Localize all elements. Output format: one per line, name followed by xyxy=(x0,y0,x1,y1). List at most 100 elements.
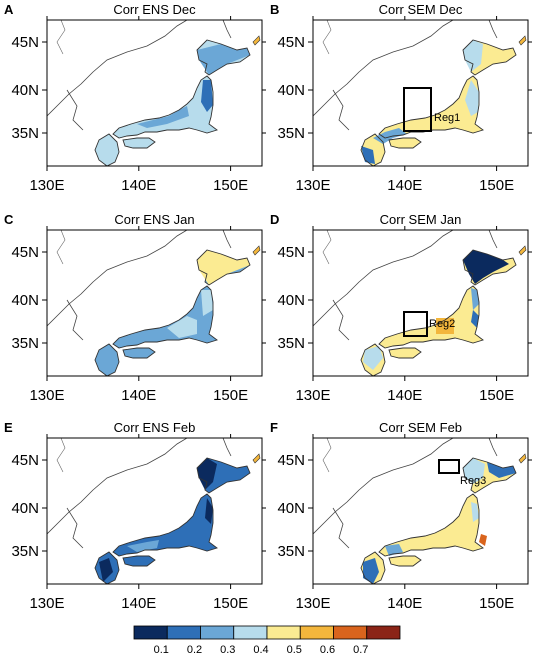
lat-tick-label: 35N xyxy=(277,125,305,142)
map-area xyxy=(42,434,266,589)
map-frame xyxy=(312,19,529,167)
lat-tick-label: 40N xyxy=(277,292,305,309)
correlation-patch xyxy=(99,558,113,582)
korea-coastline xyxy=(66,507,84,549)
correlation-patch xyxy=(363,558,379,584)
colorbar-swatch xyxy=(266,625,301,640)
lon-tick-label: 140E xyxy=(121,387,156,404)
lon-tick-label: 150E xyxy=(479,595,514,612)
lat-tick-label: 45N xyxy=(277,244,305,261)
sakhalin-coastline xyxy=(222,20,232,39)
mainland-coastline xyxy=(47,20,188,117)
lon-tick-label: 140E xyxy=(387,177,422,194)
panel-title: Corr ENS Jan xyxy=(114,212,194,227)
lat-tick-label: 45N xyxy=(277,452,305,469)
colorbar-label: 0.3 xyxy=(220,644,235,656)
panel-e: E Corr ENS Feb 130E 140E 150E 45N 40N 35N xyxy=(4,420,266,612)
border-line xyxy=(322,20,332,55)
island xyxy=(252,453,261,464)
panel-letter: E xyxy=(4,420,13,435)
colorbar-swatch xyxy=(299,625,334,640)
colorbar-swatch xyxy=(366,625,401,640)
colorbar-label: 0.2 xyxy=(187,644,202,656)
korea-coastline xyxy=(332,89,350,131)
mainland-coastline xyxy=(313,230,454,327)
correlation-patch xyxy=(201,290,213,316)
map-frame xyxy=(46,19,263,167)
island xyxy=(252,35,261,46)
colorbar-swatch xyxy=(333,625,368,640)
lat-tick-label: 35N xyxy=(277,543,305,560)
lon-tick-label: 130E xyxy=(29,387,64,404)
lat-tick-label: 35N xyxy=(11,543,39,560)
lat-tick-label: 35N xyxy=(11,125,39,142)
sakhalin-coastline xyxy=(488,438,498,457)
lon-tick-label: 150E xyxy=(213,387,248,404)
panel-letter: A xyxy=(4,2,14,17)
correlation-patch xyxy=(463,458,485,484)
correlation-patch xyxy=(363,346,383,370)
panel-title: Corr SEM Feb xyxy=(379,420,462,435)
lon-tick-label: 140E xyxy=(121,177,156,194)
lon-tick-label: 150E xyxy=(479,177,514,194)
lat-tick-label: 40N xyxy=(11,500,39,517)
map-area: Reg3 xyxy=(308,434,532,589)
correlation-patch xyxy=(197,250,250,285)
lon-tick-label: 130E xyxy=(295,387,330,404)
island xyxy=(252,245,261,256)
correlation-patch xyxy=(465,80,479,116)
lat-tick-label: 45N xyxy=(277,34,305,51)
panel-letter: B xyxy=(270,2,279,17)
correlation-patch xyxy=(205,498,213,524)
map-frame xyxy=(312,437,529,585)
panel-title: Corr ENS Feb xyxy=(114,420,196,435)
lat-tick-label: 45N xyxy=(11,452,39,469)
korea-coastline xyxy=(66,299,84,341)
correlation-patch xyxy=(127,540,159,552)
panel-a: A Corr ENS Dec 130E 140E 150E 45N 40N 35N xyxy=(4,2,266,194)
lon-tick-label: 140E xyxy=(387,387,422,404)
lat-tick-label: 40N xyxy=(277,82,305,99)
sakhalin-coastline xyxy=(222,438,232,457)
mainland-coastline xyxy=(47,438,188,535)
correlation-patch xyxy=(167,316,197,338)
panel-letter: D xyxy=(270,212,279,227)
correlation-patch xyxy=(471,502,479,522)
correlation-patch xyxy=(201,80,213,112)
lon-tick-label: 130E xyxy=(295,177,330,194)
border-line xyxy=(56,230,66,265)
correlation-patch xyxy=(137,106,189,128)
colorbar-swatch xyxy=(133,625,168,640)
island xyxy=(518,453,527,464)
panel-b: B Corr SEM Dec Reg1 130E 140E 150E 45N 40N 35N xyxy=(270,2,532,194)
region-label: Reg2 xyxy=(429,318,455,330)
lat-tick-label: 45N xyxy=(11,244,39,261)
panel-title: Corr SEM Jan xyxy=(380,212,462,227)
correlation-patch xyxy=(197,44,250,75)
lon-tick-label: 140E xyxy=(387,595,422,612)
mainland-coastline xyxy=(313,20,454,117)
map-frame xyxy=(46,229,263,377)
colorbar-swatch xyxy=(166,625,201,640)
region-label: Reg1 xyxy=(434,112,460,124)
colorbar-swatch xyxy=(200,625,235,640)
island xyxy=(518,245,527,256)
region-box xyxy=(438,459,460,474)
panel-title: Corr ENS Dec xyxy=(113,2,196,17)
island xyxy=(518,35,527,46)
border-line xyxy=(322,438,332,473)
correlation-patch xyxy=(487,462,516,478)
map-frame xyxy=(46,437,263,585)
correlation-patch xyxy=(463,40,483,72)
colorbar-label: 0.6 xyxy=(320,644,335,656)
panel-letter: C xyxy=(4,212,14,227)
lat-tick-label: 40N xyxy=(11,292,39,309)
lon-tick-label: 150E xyxy=(479,387,514,404)
panel-title: Corr SEM Dec xyxy=(379,2,463,17)
lon-tick-label: 150E xyxy=(213,595,248,612)
sakhalin-coastline xyxy=(222,230,232,249)
border-line xyxy=(56,20,66,55)
border-line xyxy=(322,230,332,265)
lon-tick-label: 130E xyxy=(295,595,330,612)
